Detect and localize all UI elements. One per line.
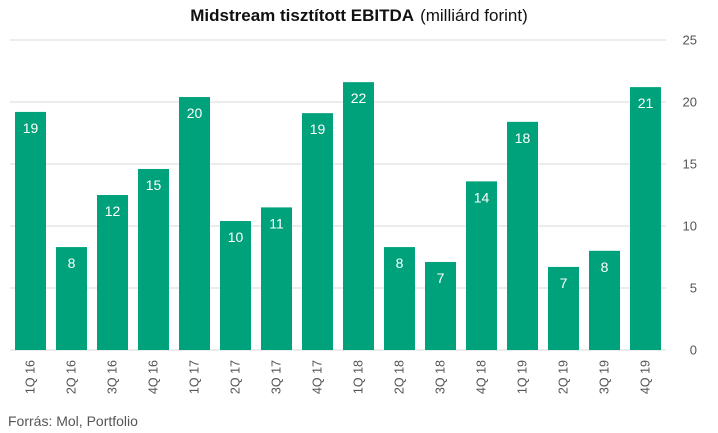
y-tick-label: 0 — [690, 343, 697, 358]
x-tick-label: 1Q 19 — [516, 360, 530, 394]
bar — [302, 113, 333, 350]
y-tick-label: 5 — [690, 281, 697, 296]
bar — [466, 181, 497, 350]
x-tick-label: 1Q 18 — [352, 360, 366, 394]
x-axis-ticks: 1Q 16 2Q 16 3Q 16 4Q 16 1Q 17 2Q 17 3Q 17 4Q 17… — [24, 360, 653, 394]
bar — [179, 97, 210, 350]
bar — [56, 247, 87, 350]
data-label: 22 — [351, 90, 367, 106]
data-label: 8 — [396, 255, 404, 271]
y-axis-ticks: 0 5 10 15 20 25 — [683, 33, 697, 358]
data-label: 14 — [474, 189, 490, 205]
bar — [548, 266, 579, 350]
data-label: 19 — [23, 120, 39, 136]
data-label: 7 — [560, 275, 568, 291]
y-tick-label: 15 — [683, 157, 697, 172]
data-label: 18 — [515, 130, 531, 146]
data-labels: 19 8 12 15 20 10 11 19 22 8 7 14 18 7 8 21 — [23, 90, 654, 291]
x-tick-label: 1Q 17 — [188, 360, 202, 394]
bar — [261, 207, 292, 350]
x-tick-label: 4Q 19 — [639, 360, 653, 394]
chart-title: Midstream tisztított EBITDA (milliárd for… — [0, 6, 718, 26]
x-tick-label: 3Q 18 — [434, 360, 448, 394]
x-tick-label: 3Q 19 — [598, 360, 612, 394]
data-label: 8 — [601, 259, 609, 275]
y-tick-label: 20 — [683, 95, 697, 110]
data-label: 12 — [105, 203, 121, 219]
bar — [384, 247, 415, 350]
chart-title-main: Midstream tisztított EBITDA — [190, 6, 415, 25]
data-label: 21 — [638, 95, 654, 111]
chart-title-unit: (milliárd forint) — [420, 6, 528, 25]
bars — [15, 82, 661, 351]
source-note: Forrás: Mol, Portfolio — [8, 413, 138, 429]
bar — [15, 111, 46, 350]
x-tick-label: 2Q 17 — [229, 360, 243, 394]
bar — [507, 121, 538, 350]
bar — [97, 195, 128, 350]
x-tick-label: 3Q 16 — [106, 360, 120, 394]
bar — [589, 250, 620, 350]
bar-chart: 19 8 12 15 20 10 11 19 22 8 7 14 18 7 8 21 0 5 10 15 20 25 1… — [10, 33, 697, 394]
bar — [630, 87, 661, 351]
bar — [425, 261, 456, 350]
data-label: 7 — [437, 270, 445, 286]
bar — [343, 82, 374, 350]
y-tick-label: 10 — [683, 219, 697, 234]
data-label: 10 — [228, 229, 244, 245]
x-tick-label: 1Q 16 — [24, 360, 38, 394]
x-tick-label: 2Q 19 — [557, 360, 571, 394]
x-tick-label: 2Q 16 — [65, 360, 79, 394]
data-label: 11 — [269, 215, 284, 231]
data-label: 19 — [310, 121, 326, 137]
data-label: 15 — [146, 177, 162, 193]
bar — [220, 221, 251, 350]
data-label: 20 — [187, 105, 203, 121]
x-tick-label: 4Q 17 — [311, 360, 325, 394]
x-tick-label: 4Q 16 — [147, 360, 161, 394]
x-tick-label: 2Q 18 — [393, 360, 407, 394]
y-tick-label: 25 — [683, 33, 697, 48]
data-label: 8 — [68, 255, 76, 271]
bar — [138, 168, 169, 350]
x-tick-label: 3Q 17 — [270, 360, 284, 394]
x-tick-label: 4Q 18 — [475, 360, 489, 394]
